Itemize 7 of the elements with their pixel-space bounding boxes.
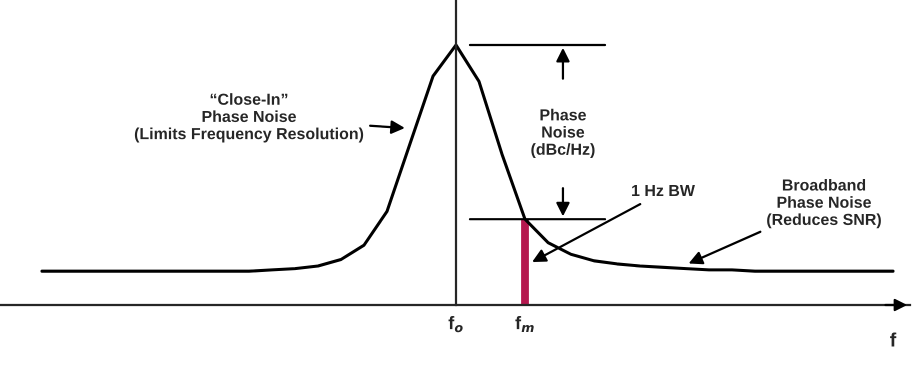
x-tick-label: f$_{o}$	[448, 316, 463, 332]
annotation: “Close-In” Phase Noise (Limits Frequency Resolution)	[134, 93, 364, 142]
x-tick-label: f$_{m}$	[515, 316, 534, 332]
annotation: 1 Hz BW	[632, 185, 695, 196]
x-axis-title: f	[890, 332, 896, 347]
annotation: Phase Noise (dBc/Hz)	[531, 108, 595, 158]
annotation: Broadband Phase Noise (Reduces SNR)	[767, 178, 881, 228]
